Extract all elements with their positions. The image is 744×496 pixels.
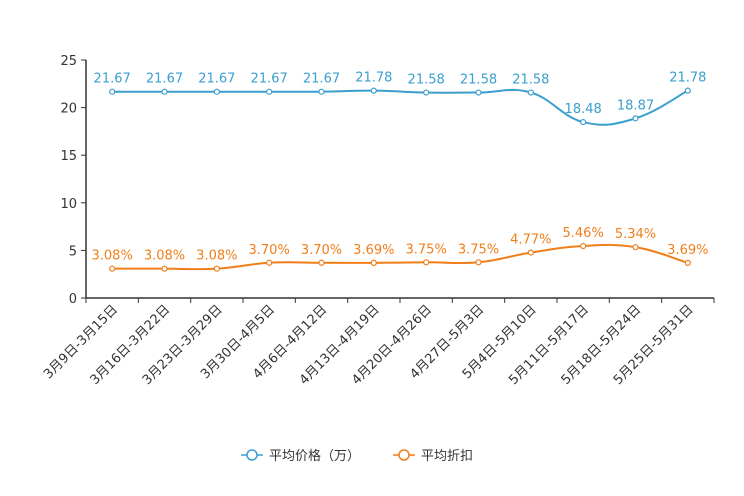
data-point[interactable]	[318, 259, 325, 266]
y-tick-label: 25	[60, 54, 77, 69]
data-label: 18.87	[617, 98, 654, 113]
data-point[interactable]	[684, 87, 691, 94]
series-0: 21.67 21.67 21.67 21.67 21.67 21.78 21.58 21.58…	[94, 71, 706, 126]
data-point[interactable]	[213, 265, 220, 272]
y-tick-label: 20	[60, 102, 77, 117]
data-point[interactable]	[423, 259, 430, 266]
data-point[interactable]	[684, 259, 691, 266]
legend-marker-icon	[398, 449, 410, 461]
legend-label: 平均价格（万）	[269, 448, 360, 464]
data-point[interactable]	[370, 87, 377, 94]
data-point[interactable]	[580, 118, 587, 126]
data-point[interactable]	[423, 89, 430, 96]
data-point[interactable]	[161, 88, 168, 95]
data-label: 5.34%	[615, 227, 656, 242]
data-point[interactable]	[370, 259, 377, 266]
data-label: 21.67	[198, 72, 235, 87]
data-point[interactable]	[109, 265, 116, 272]
data-point[interactable]	[475, 259, 482, 266]
chart-legend[interactable]: 平均价格（万） 平均折扣	[241, 448, 473, 464]
data-point[interactable]	[109, 88, 116, 95]
data-label: 21.78	[669, 71, 706, 86]
data-label: 3.75%	[406, 242, 447, 257]
data-label: 18.48	[565, 102, 602, 117]
data-point[interactable]	[475, 89, 482, 96]
y-tick-label: 10	[60, 197, 77, 212]
data-point[interactable]	[632, 244, 639, 251]
data-label: 21.67	[94, 72, 131, 87]
data-label: 3.69%	[667, 243, 708, 258]
chart-axes: 05101520253月9日-3月15日3月16日-3月22日3月23日-3月2…	[41, 54, 715, 388]
y-tick-label: 5	[69, 244, 77, 259]
data-label: 3.70%	[249, 243, 290, 258]
series-1: 3.08% 3.08% 3.08% 3.70% 3.70% 3.69% 3.75% 3.75%…	[92, 226, 708, 272]
data-point[interactable]	[161, 265, 168, 272]
data-label: 21.58	[408, 73, 445, 88]
data-label: 21.67	[303, 72, 340, 87]
data-point[interactable]	[527, 249, 534, 256]
series-line	[112, 243, 689, 271]
data-point[interactable]	[318, 88, 325, 95]
data-label: 3.75%	[458, 242, 499, 257]
data-label: 21.78	[355, 71, 392, 86]
legend-marker-icon	[246, 449, 258, 461]
legend-item-1[interactable]: 平均折扣	[393, 449, 473, 464]
y-tick-label: 15	[60, 149, 77, 164]
data-label: 3.08%	[144, 249, 185, 264]
data-label: 3.70%	[301, 243, 342, 258]
legend-label: 平均折扣	[421, 449, 473, 464]
data-point[interactable]	[266, 259, 273, 266]
chart-series: 21.67 21.67 21.67 21.67 21.67 21.78 21.58 21.58…	[92, 71, 708, 272]
series-line	[112, 88, 689, 126]
data-label: 3.08%	[92, 249, 133, 264]
data-label: 4.77%	[510, 233, 551, 248]
data-point[interactable]	[632, 115, 639, 122]
data-label: 21.67	[146, 72, 183, 87]
data-point[interactable]	[213, 88, 220, 95]
data-label: 3.69%	[353, 243, 394, 258]
y-tick-label: 0	[69, 292, 77, 307]
data-label: 21.58	[512, 73, 549, 88]
data-label: 5.46%	[563, 226, 604, 241]
data-point[interactable]	[266, 88, 273, 95]
legend-item-0[interactable]: 平均价格（万）	[241, 448, 360, 464]
data-label: 21.67	[251, 72, 288, 87]
data-point[interactable]	[527, 89, 534, 96]
data-point[interactable]	[580, 242, 587, 250]
data-label: 21.58	[460, 73, 497, 88]
data-label: 3.08%	[196, 249, 237, 264]
